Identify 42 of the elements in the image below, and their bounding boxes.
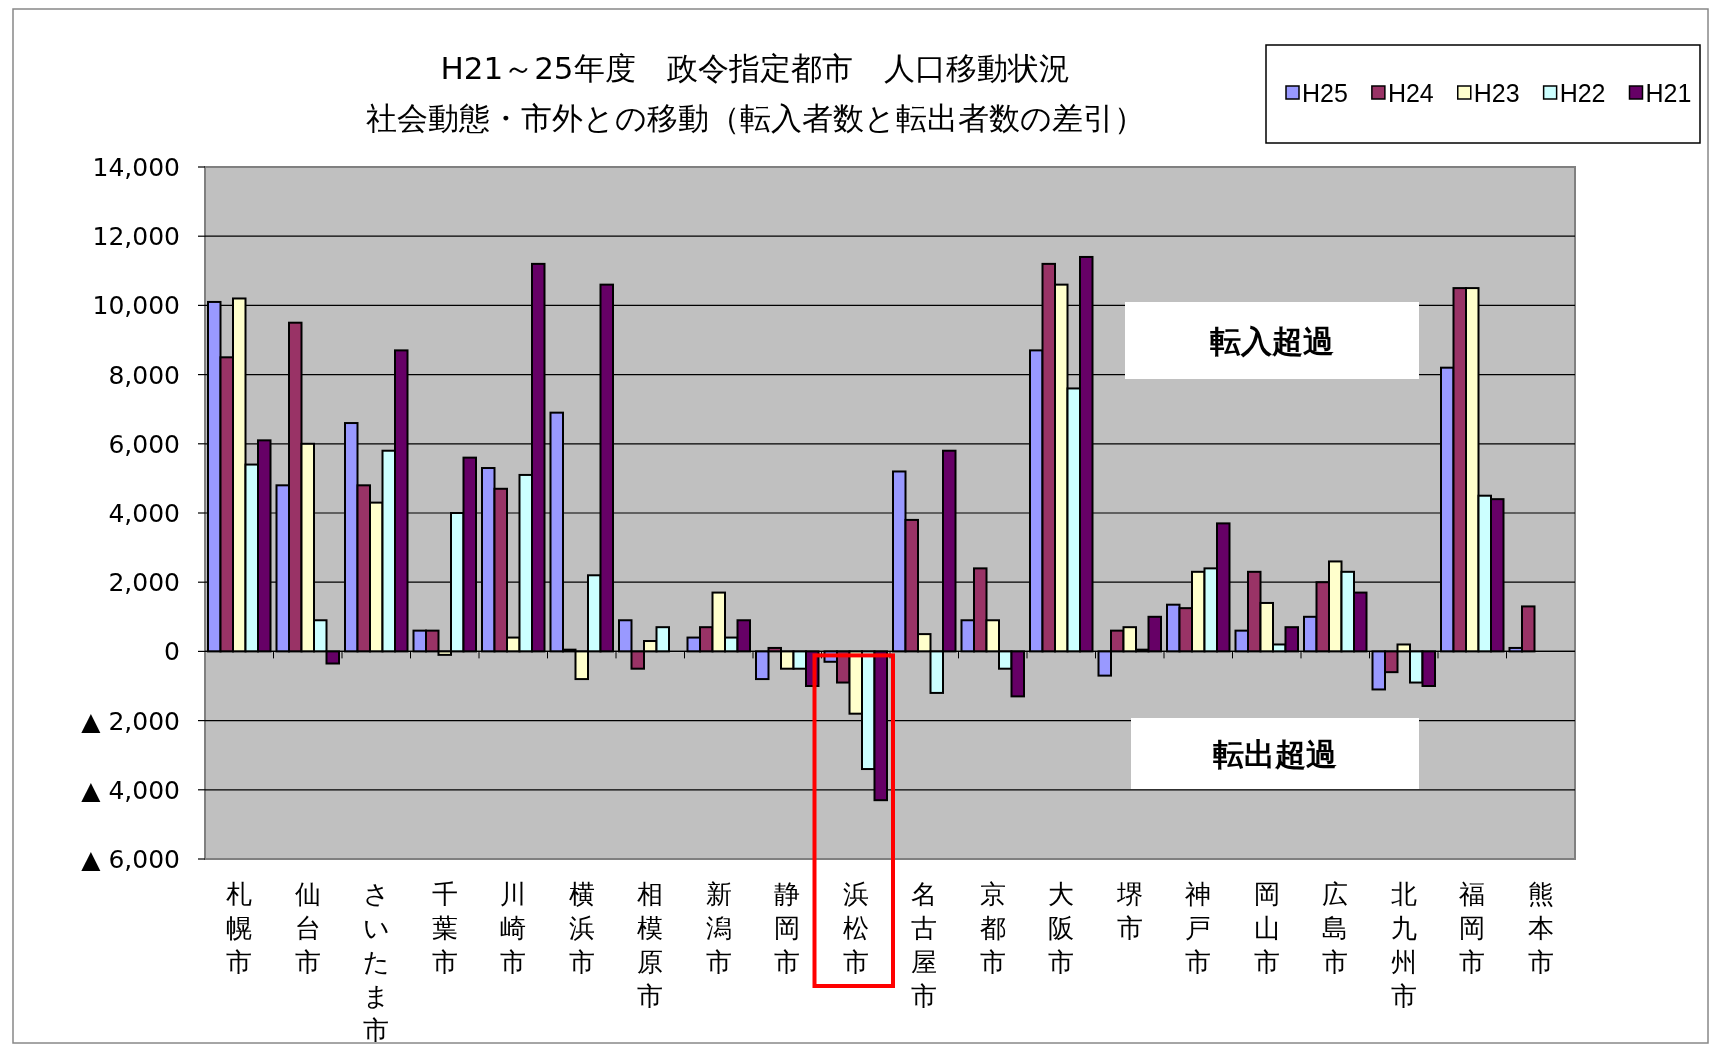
legend-label: H22 — [1559, 79, 1606, 107]
x-tick-label: 北九州市 — [1390, 879, 1417, 1011]
y-tick-label: 10,000 — [92, 291, 180, 321]
x-tick-label: 川崎市 — [500, 879, 527, 977]
y-tick-label: 4,000 — [108, 499, 180, 528]
x-tick-label: 熊本市 — [1527, 879, 1554, 977]
x-tick-label: 新潟市 — [705, 879, 732, 977]
chart-title: H21～25年度 政令指定都市 人口移動状況 — [440, 50, 1070, 86]
annotation-box: 転入超過 — [1125, 302, 1419, 379]
chart-subtitle: 社会動態・市外との移動（転入者数と転出者数の差引） — [365, 100, 1145, 136]
x-tick-label: 横浜市 — [568, 879, 595, 977]
x-tick-label: 岡山市 — [1253, 879, 1280, 977]
x-tick-label: 大阪市 — [1048, 879, 1075, 977]
y-tick-label: ▲ 2,000 — [81, 706, 180, 736]
y-tick-label: 6,000 — [108, 429, 180, 459]
y-tick-label: 2,000 — [108, 568, 180, 598]
legend-label: H25 — [1302, 79, 1348, 107]
x-tick-label: 神戸市 — [1185, 879, 1212, 977]
x-tick-label: 静岡市 — [774, 879, 801, 977]
x-tick-label: 京都市 — [979, 879, 1006, 977]
legend-label: H24 — [1387, 79, 1434, 107]
y-tick-label: ▲ 6,000 — [81, 845, 180, 874]
x-tick-label: 相模原市 — [637, 879, 664, 1011]
x-tick-label: 浜松市 — [842, 879, 869, 977]
y-tick-label: 12,000 — [92, 222, 180, 252]
x-tick-label: 堺市 — [1115, 879, 1143, 943]
y-tick-label: ▲ 4,000 — [81, 775, 180, 805]
annotation: 転出超過 — [1213, 735, 1337, 772]
x-tick-label: 福岡市 — [1459, 879, 1486, 977]
x-tick-label: 札幌市 — [226, 879, 253, 977]
y-tick-label: 14,000 — [92, 153, 180, 182]
x-tick-label: 名古屋市 — [911, 879, 938, 1011]
x-tick-label: 千葉市 — [431, 879, 458, 977]
y-tick-label: 0 — [164, 637, 180, 667]
legend-label: H23 — [1473, 79, 1520, 107]
y-tick-label: 8,000 — [108, 360, 180, 390]
legend-label: H21 — [1645, 79, 1692, 107]
x-tick-label: さいたま市 — [362, 879, 390, 1044]
x-tick-label: 仙台市 — [294, 879, 321, 977]
annotation: 転入超過 — [1210, 322, 1334, 359]
annotation-box: 転出超過 — [1131, 718, 1419, 789]
x-tick-label: 広島市 — [1322, 879, 1349, 977]
